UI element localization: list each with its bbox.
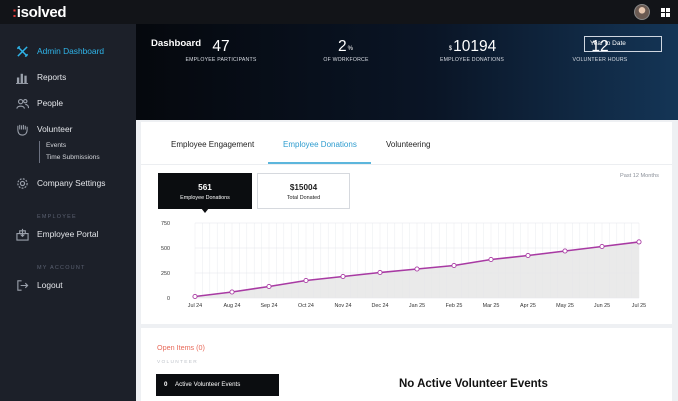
sidebar-item-logout[interactable]: Logout (0, 276, 136, 294)
sidebar-item-label: Company Settings (37, 178, 106, 188)
stat-prefix: $ (448, 46, 453, 52)
metric-total-donated[interactable]: $15004 Total Donated (257, 173, 350, 209)
stat-value: 12 (591, 38, 609, 55)
stat-caption: EMPLOYEE DONATIONS (439, 57, 505, 63)
sidebar-item-company-settings[interactable]: Company Settings (0, 174, 136, 192)
sidebar-subitem-events[interactable]: Events (46, 142, 67, 149)
donations-line-chart: 0 250 500 750 Jul 24 Aug 24 Sep 24 Oct 24 Nov 24… (161, 221, 646, 309)
dashboard-header: Dashboard Year to Date (136, 24, 678, 120)
x-tick-label: May 25 (556, 303, 574, 309)
x-tick-label: Aug 24 (223, 303, 240, 309)
data-point (599, 243, 605, 250)
gear-icon (17, 177, 28, 189)
sidebar-subitem-time-submissions[interactable]: Time Submissions (46, 154, 100, 161)
metric-value: 561 (198, 183, 212, 192)
x-tick-label: Jan 25 (409, 303, 425, 309)
stat-value: 2 (338, 38, 347, 55)
sidebar-item-volunteer[interactable]: Volunteer (0, 120, 136, 138)
logout-icon (17, 279, 29, 291)
metric-employee-donations[interactable]: 561 Employee Donations (158, 173, 252, 209)
stat-suffix: % (347, 46, 353, 52)
empty-state-message: No Active Volunteer Events (399, 378, 548, 390)
active-tab-indicator (268, 162, 371, 164)
data-point (525, 252, 531, 259)
tab-divider (141, 164, 672, 165)
sidebar-item-label: Reports (37, 72, 67, 82)
x-tick-label: Jul 24 (188, 303, 202, 309)
x-tick-label: Jun 25 (594, 303, 610, 309)
data-point (636, 239, 642, 245)
data-point (303, 277, 309, 284)
stat-caption: EMPLOYEE PARTICIPANTS (185, 57, 257, 63)
sidebar-item-reports[interactable]: Reports (0, 68, 136, 86)
sidebar-item-label: Logout (37, 280, 63, 290)
sidebar-item-label: People (37, 98, 64, 108)
isolved-logo[interactable]: :isolved (12, 3, 67, 21)
user-avatar[interactable] (634, 4, 650, 20)
sidebar (0, 24, 136, 401)
section-label-employee: EMPLOYEE (37, 214, 77, 220)
volunteer-section-label: VOLUNTEER (157, 360, 199, 365)
range-label: Past 12 Months (620, 173, 659, 179)
stat-caption: VOLUNTEER HOURS (572, 57, 628, 63)
stat-value: 47 (212, 38, 230, 55)
stat-volunteer-hours: 12 VOLUNTEER HOURS (540, 38, 660, 63)
data-point (451, 262, 457, 269)
sidebar-item-label: Admin Dashboard (37, 46, 105, 56)
sidebar-item-label: Volunteer (37, 124, 73, 134)
data-point (377, 269, 383, 276)
top-bar: :isolved (0, 0, 678, 24)
stat-of-workforce: 2% OF WORKFORCE (286, 38, 406, 63)
data-point (192, 293, 198, 300)
metric-label: Employee Donations (180, 195, 230, 201)
app-grid-icon[interactable] (661, 8, 670, 17)
portal-icon (16, 228, 29, 241)
bar-chart-icon (16, 73, 29, 84)
x-tick-label: Sep 24 (260, 303, 277, 309)
stat-caption: OF WORKFORCE (323, 57, 369, 63)
active-volunteer-events-button[interactable]: 0 Active Volunteer Events (156, 374, 279, 396)
data-point (340, 273, 346, 280)
tab-employee-donations[interactable]: Employee Donations (283, 140, 357, 149)
y-tick-label: 750 (161, 221, 170, 227)
sidebar-item-label: Employee Portal (37, 229, 99, 239)
page-title: Dashboard (151, 38, 202, 49)
sidebar-item-employee-portal[interactable]: Employee Portal (0, 225, 136, 243)
tools-icon (16, 45, 29, 57)
x-tick-label: Apr 25 (520, 303, 536, 309)
x-tick-label: Nov 24 (334, 303, 351, 309)
data-point (488, 256, 494, 263)
x-tick-label: Dec 24 (371, 303, 388, 309)
data-point (266, 283, 272, 290)
x-tick-label: Mar 25 (483, 303, 500, 309)
hands-icon (17, 124, 28, 136)
submenu-divider (39, 141, 40, 163)
data-point (414, 266, 420, 272)
sidebar-item-people[interactable]: People (0, 94, 136, 112)
open-items-title[interactable]: Open Items (0) (157, 343, 205, 352)
y-tick-label: 250 (161, 271, 170, 277)
data-point (562, 248, 568, 254)
period-select[interactable]: Year to Date (584, 36, 662, 52)
x-tick-label: Jul 25 (632, 303, 646, 309)
section-label-my-account: MY ACCOUNT (37, 265, 86, 271)
active-events-count: 0 (164, 381, 168, 388)
metric-label: Total Donated (286, 195, 321, 201)
y-tick-label: 0 (167, 296, 170, 302)
y-tick-label: 500 (161, 246, 170, 252)
tab-volunteering[interactable]: Volunteering (386, 140, 431, 149)
sidebar-item-admin-dashboard[interactable]: Admin Dashboard (0, 42, 136, 60)
x-tick-label: Oct 24 (298, 303, 314, 309)
tab-employee-engagement[interactable]: Employee Engagement (171, 140, 255, 149)
metric-selected-caret (201, 208, 209, 213)
stat-employee-participants: 47 EMPLOYEE PARTICIPANTS (161, 38, 281, 63)
stat-employee-donations: $10194 EMPLOYEE DONATIONS (412, 38, 532, 63)
active-events-label: Active Volunteer Events (175, 381, 241, 388)
metric-value: $15004 (289, 183, 318, 192)
stat-value: 10194 (453, 38, 497, 55)
x-tick-label: Feb 25 (446, 303, 463, 309)
data-point (229, 289, 235, 295)
people-icon (16, 98, 29, 109)
